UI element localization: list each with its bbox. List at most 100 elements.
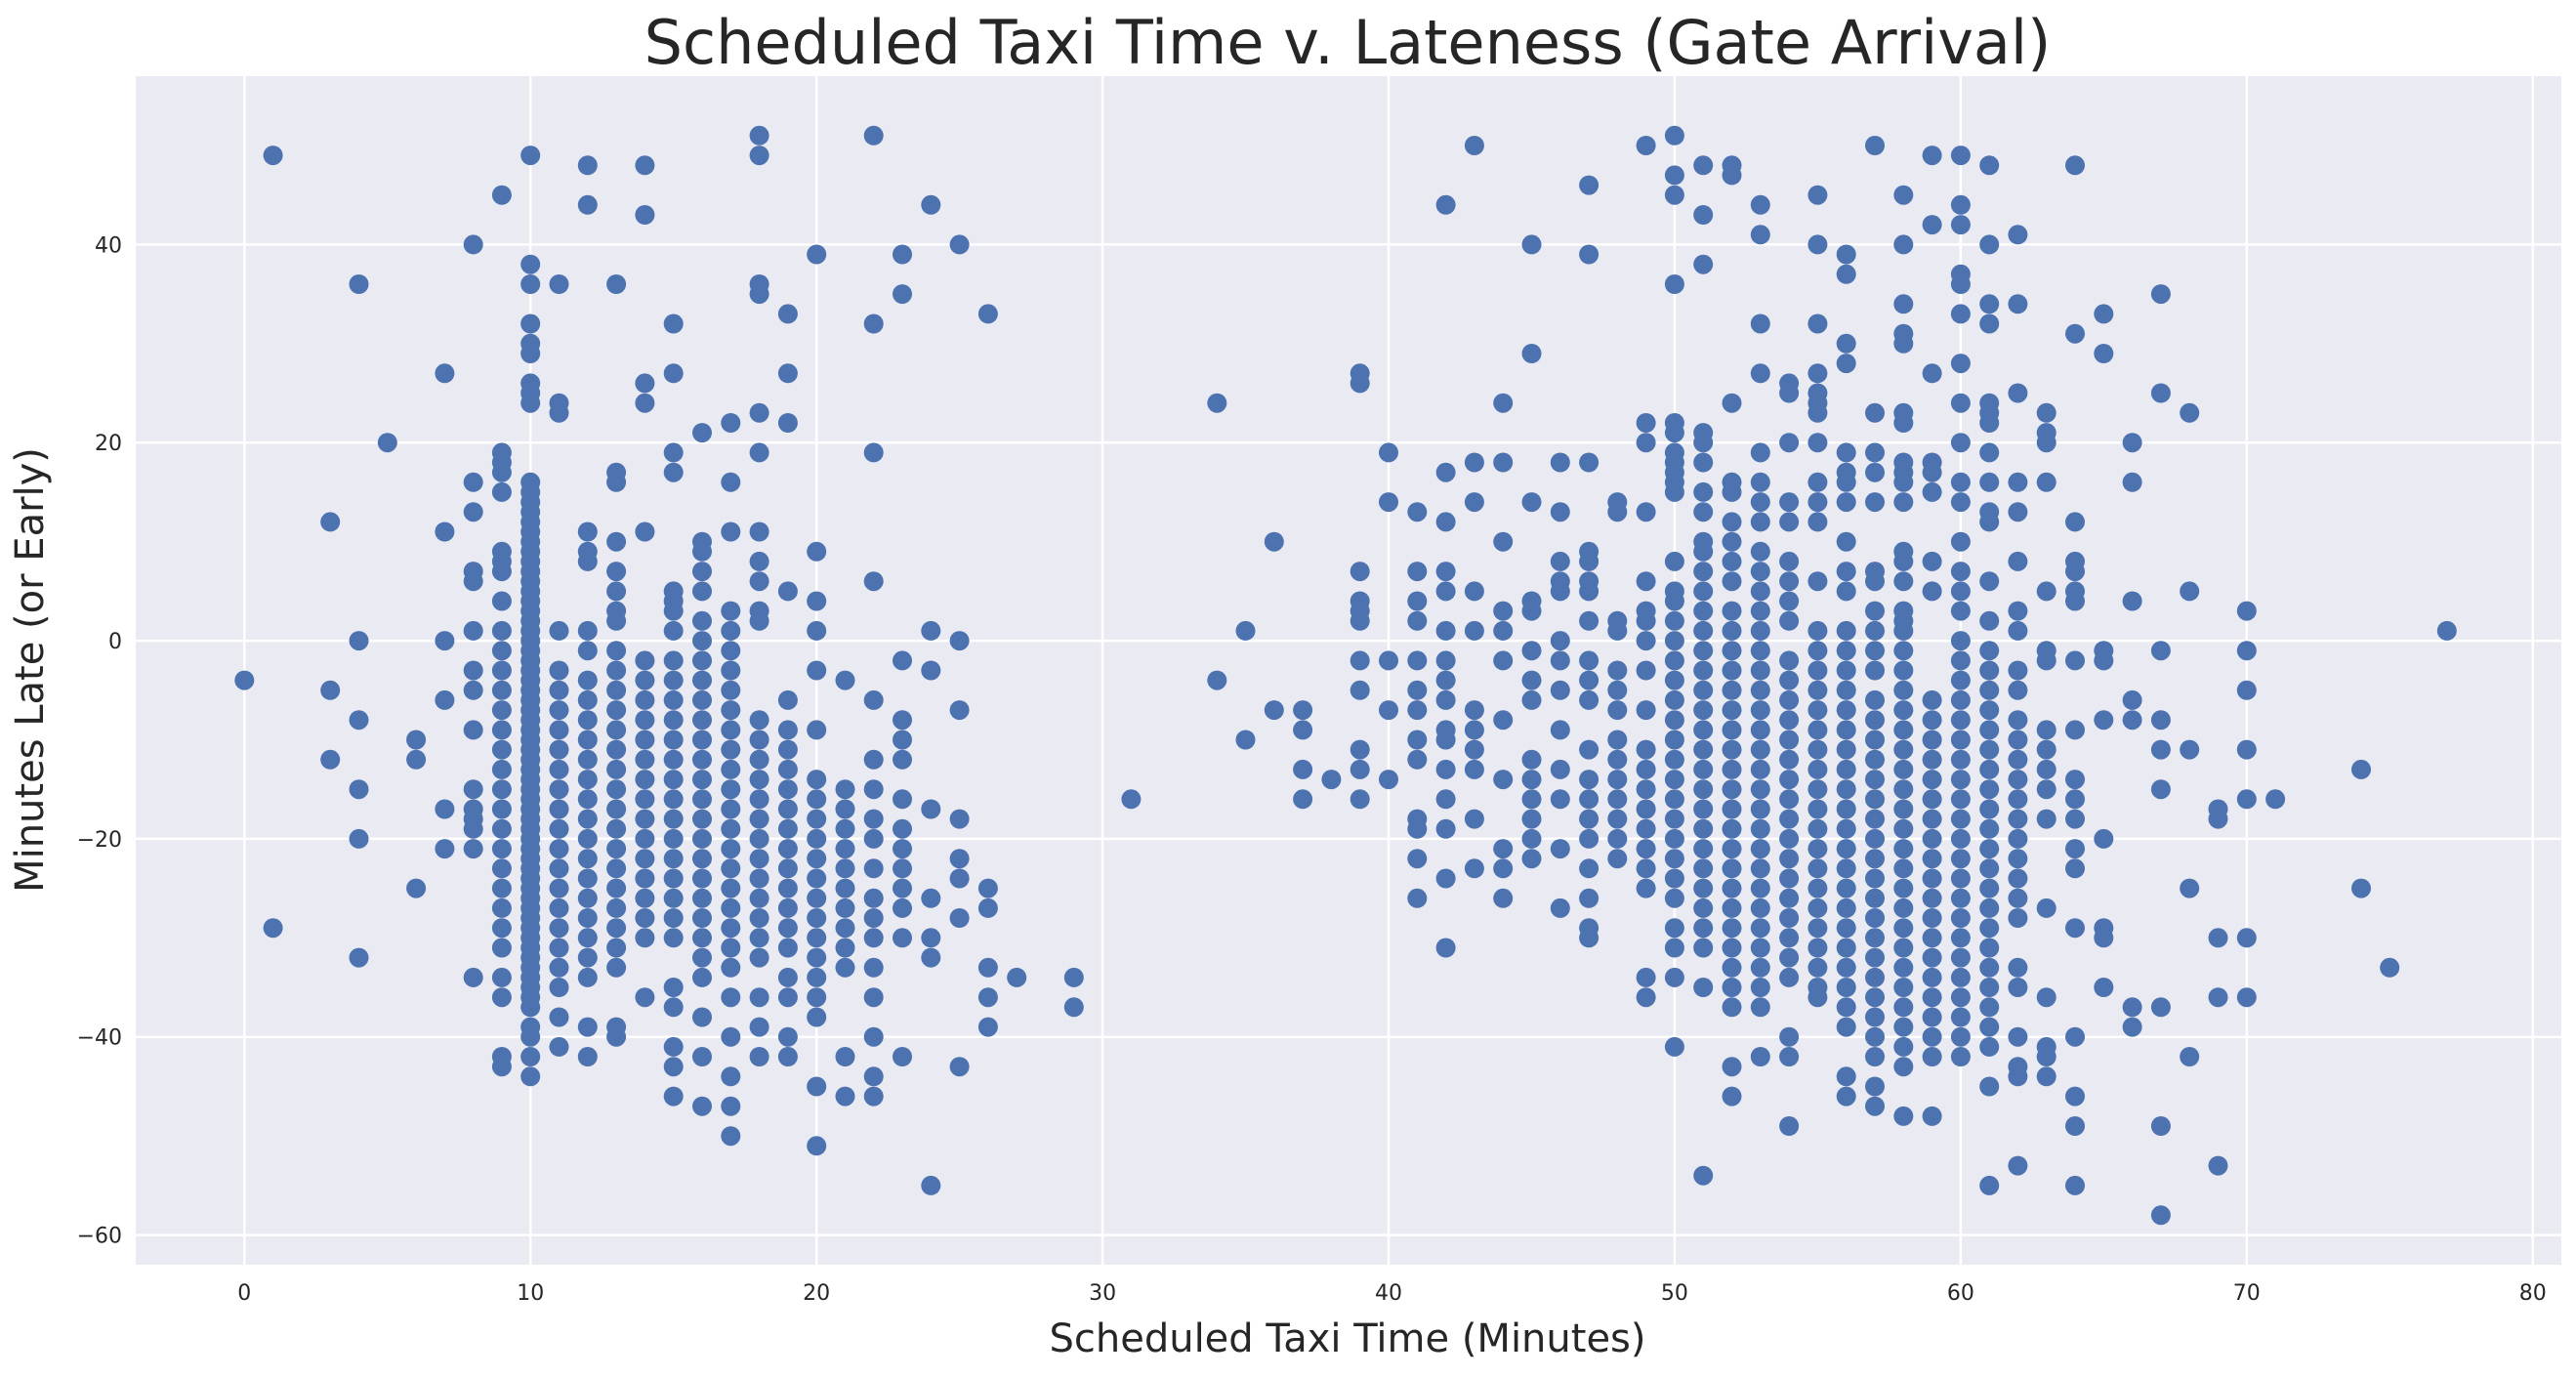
data-point <box>777 1047 798 1066</box>
data-point <box>1579 858 1600 879</box>
data-point <box>1350 759 1370 779</box>
data-point <box>692 710 712 731</box>
data-point <box>577 1017 598 1037</box>
data-point <box>663 363 684 384</box>
data-point <box>549 878 569 898</box>
data-point <box>1807 571 1828 592</box>
data-point <box>1865 749 1885 770</box>
data-point <box>1722 818 1742 839</box>
data-point <box>1893 918 1914 939</box>
data-point <box>491 878 512 898</box>
data-point <box>977 878 998 898</box>
data-point <box>977 957 998 978</box>
data-point <box>1922 967 1942 987</box>
data-point <box>949 631 970 651</box>
data-point <box>1779 670 1800 690</box>
y-tick-labels: −60 −40 −20 0 20 40 <box>77 233 122 1248</box>
data-point <box>1293 789 1313 810</box>
data-point <box>1922 947 1942 968</box>
data-point <box>1750 541 1770 562</box>
data-point <box>491 462 512 482</box>
data-point <box>921 660 941 681</box>
data-point <box>1950 809 1971 829</box>
data-point <box>2065 650 2085 671</box>
data-point <box>2208 1155 2228 1176</box>
data-point <box>893 650 912 671</box>
data-point <box>1979 799 2000 819</box>
data-point <box>1865 1007 1885 1027</box>
data-point <box>1693 205 1714 225</box>
data-point <box>577 689 598 710</box>
data-point <box>1693 502 1714 522</box>
data-point <box>1950 770 1971 790</box>
data-point <box>1893 720 1914 740</box>
data-point <box>1750 660 1770 681</box>
data-point <box>1693 581 1714 602</box>
data-point <box>549 818 569 839</box>
data-point <box>893 928 912 948</box>
data-point <box>606 938 627 958</box>
data-point <box>692 689 712 710</box>
data-point <box>692 828 712 849</box>
data-point <box>2008 730 2028 750</box>
data-point <box>663 809 684 829</box>
data-point <box>777 363 798 384</box>
data-point <box>1435 868 1456 889</box>
data-point <box>1693 481 1714 502</box>
data-point <box>1979 442 2000 463</box>
data-point <box>1950 730 1971 750</box>
data-point <box>893 839 912 859</box>
data-point <box>1693 541 1714 562</box>
data-point <box>807 868 827 889</box>
data-point <box>1750 878 1770 898</box>
data-point <box>1693 818 1714 839</box>
data-point <box>1493 393 1514 413</box>
data-point <box>863 809 884 829</box>
data-point <box>1893 472 1914 492</box>
data-point <box>2065 918 2085 939</box>
data-point <box>1836 779 1856 800</box>
data-point <box>807 809 827 829</box>
data-point <box>1893 957 1914 978</box>
data-point <box>1807 492 1828 513</box>
data-point <box>2180 581 2200 602</box>
data-point <box>721 839 741 859</box>
data-point <box>1493 888 1514 908</box>
data-point <box>635 650 655 671</box>
data-point <box>2094 978 2114 997</box>
data-point <box>406 730 427 750</box>
data-point <box>1922 710 1942 731</box>
data-point <box>520 344 541 363</box>
data-point <box>749 749 769 770</box>
data-point <box>2036 720 2057 740</box>
data-point <box>1636 839 1656 859</box>
data-point <box>1893 1106 1914 1126</box>
data-point <box>1779 492 1800 513</box>
data-point <box>1836 531 1856 552</box>
data-point <box>635 908 655 928</box>
data-point <box>1779 689 1800 710</box>
data-point <box>463 571 483 592</box>
data-point <box>1950 631 1971 651</box>
data-point <box>663 650 684 671</box>
data-point <box>2036 759 2057 779</box>
data-point <box>2008 225 2028 245</box>
data-point <box>635 770 655 790</box>
data-point <box>1979 759 2000 779</box>
x-tick-label: 80 <box>2519 1281 2547 1306</box>
data-point <box>1893 492 1914 513</box>
data-point <box>1950 215 1971 235</box>
data-point <box>1807 641 1828 661</box>
data-point <box>491 591 512 611</box>
data-point <box>1807 938 1828 958</box>
data-point <box>721 987 741 1008</box>
data-point <box>2094 304 2114 324</box>
data-point <box>1722 720 1742 740</box>
x-tick-label: 50 <box>1661 1281 1688 1306</box>
data-point <box>721 472 741 492</box>
data-point <box>777 759 798 779</box>
data-point <box>1722 660 1742 681</box>
data-point <box>606 898 627 918</box>
data-point <box>577 730 598 750</box>
